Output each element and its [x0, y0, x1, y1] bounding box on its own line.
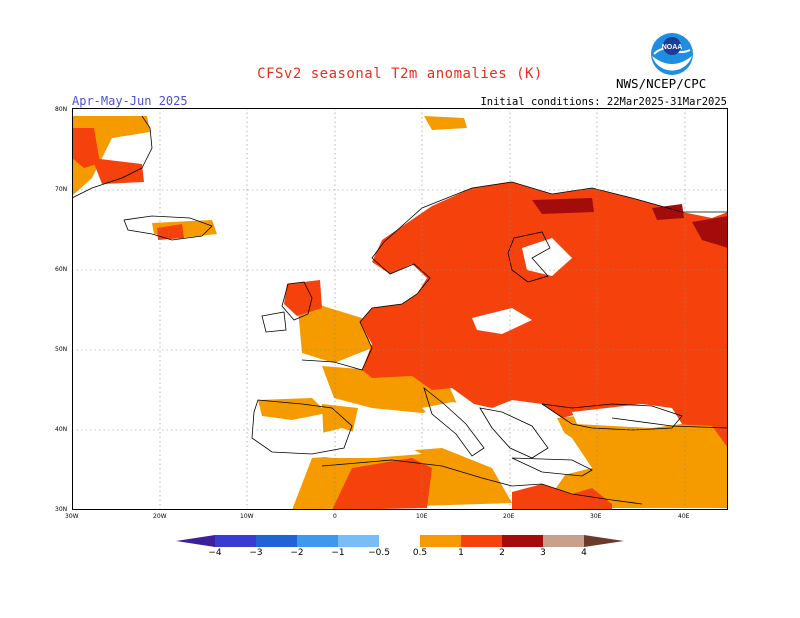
lon-label-30w: 30W — [65, 513, 79, 520]
lon-label-40e: 40E — [678, 513, 690, 520]
legend-tick-m1: −1 — [331, 548, 345, 558]
lon-label-10e: 10E — [416, 513, 428, 520]
lat-label-40n: 40N — [55, 426, 68, 433]
coastlines — [72, 115, 728, 505]
lon-label-10w: 10W — [240, 513, 254, 520]
legend-tick-1: 1 — [458, 548, 464, 558]
map-frame — [72, 108, 728, 510]
legend-tick-m05: −0.5 — [368, 548, 390, 558]
lon-label-20w: 20W — [153, 513, 167, 520]
color-bar--3--2 — [256, 535, 297, 547]
lon-label-20e: 20E — [503, 513, 515, 520]
legend-tick-05: 0.5 — [412, 548, 428, 558]
color-bar--1--0.5 — [338, 535, 379, 547]
color-bar-gt-4 — [584, 535, 624, 547]
legend-tick-m3: −3 — [249, 548, 263, 558]
legend-tick-2: 2 — [499, 548, 505, 558]
initial-conditions: Initial conditions: 22Mar2025-31Mar2025 — [480, 96, 727, 108]
color-bar-2-3 — [502, 535, 543, 547]
color-bar-neutral — [379, 535, 420, 547]
gridlines — [72, 108, 728, 510]
legend-tick-4: 4 — [581, 548, 587, 558]
lat-label-30n: 30N — [55, 506, 68, 513]
lon-label-0: 0 — [333, 513, 337, 520]
chart-title: CFSv2 seasonal T2m anomalies (K) — [257, 66, 543, 82]
lat-label-80n: 80N — [55, 106, 68, 113]
color-bar-0.5-1 — [420, 535, 461, 547]
legend-tick-m4: −4 — [208, 548, 222, 558]
noaa-logo-text: NOAA — [662, 44, 683, 51]
lat-label-70n: 70N — [55, 186, 68, 193]
forecast-period: Apr-May-Jun 2025 — [72, 94, 188, 108]
legend-tick-m2: −2 — [290, 548, 304, 558]
agency-label: NWS/NCEP/CPC — [616, 76, 707, 91]
color-bar-3-4 — [543, 535, 584, 547]
color-bar-1-2 — [461, 535, 502, 547]
color-bar--2--1 — [297, 535, 338, 547]
noaa-logo: NOAA — [651, 33, 693, 75]
color-bar — [176, 535, 624, 547]
legend-tick-3: 3 — [540, 548, 546, 558]
lat-label-50n: 50N — [55, 346, 68, 353]
lat-label-60n: 60N — [55, 266, 68, 273]
lon-label-30e: 30E — [590, 513, 602, 520]
color-bar--4--3 — [215, 535, 256, 547]
anomaly-1-2-layer — [72, 128, 728, 510]
color-bar-lt-4 — [176, 535, 215, 547]
anomaly-2-3-layer — [532, 198, 728, 248]
anomaly-map — [72, 108, 728, 510]
